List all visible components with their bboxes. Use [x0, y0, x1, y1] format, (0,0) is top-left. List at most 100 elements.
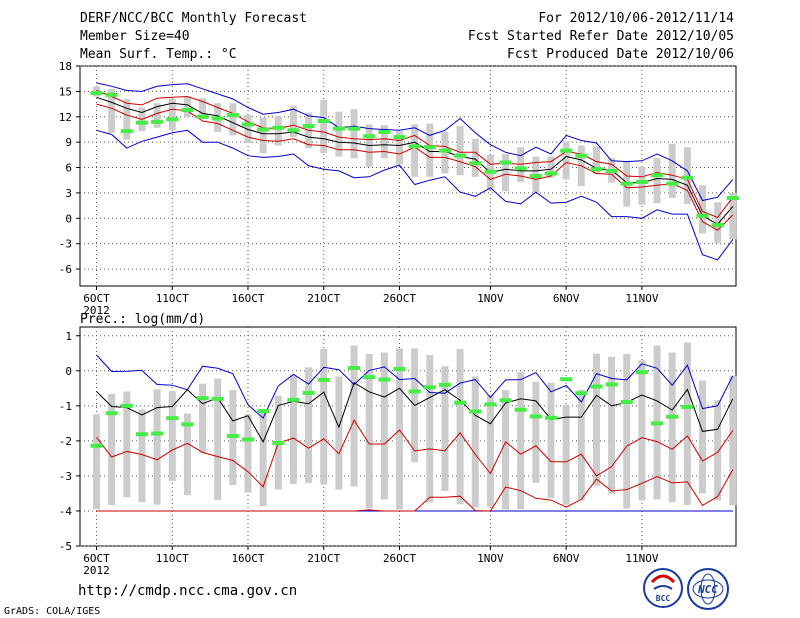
observation-mark — [484, 402, 497, 407]
observation-mark — [166, 416, 179, 421]
observation-mark — [242, 122, 254, 127]
spread-box — [123, 391, 131, 498]
spread-box — [305, 367, 313, 483]
observation-mark — [151, 119, 164, 124]
observation-mark — [408, 389, 421, 394]
observation-mark — [393, 367, 406, 372]
observation-mark — [211, 116, 224, 121]
spread-box — [183, 96, 191, 117]
observation-mark — [620, 181, 633, 186]
x-tick-label: 16OCT — [231, 552, 264, 565]
y-tick-label: 1 — [65, 330, 72, 343]
y-tick-label: 0 — [65, 365, 72, 378]
observation-mark — [666, 181, 679, 186]
x-year-label: 2012 — [83, 564, 110, 577]
x-tick-label: 11NOV — [625, 292, 658, 305]
forecast-period: For 2012/10/06-2012/11/14 — [538, 11, 734, 26]
observation-mark — [135, 432, 148, 437]
x-tick-label: 1NOV — [477, 292, 504, 305]
observation-mark — [423, 145, 436, 150]
y-tick-label: 12 — [59, 111, 72, 124]
spread-box — [699, 185, 706, 234]
spread-box — [289, 375, 297, 484]
observation-mark — [105, 411, 118, 416]
spread-box — [456, 349, 464, 505]
observation-mark — [257, 409, 270, 414]
observation-mark — [469, 161, 482, 166]
observation-mark — [681, 175, 694, 180]
spread-box — [199, 98, 207, 120]
spread-box — [683, 342, 691, 506]
observation-mark — [499, 160, 512, 165]
spread-box — [441, 366, 449, 491]
spread-box — [577, 389, 585, 501]
spread-box — [214, 378, 222, 501]
y-tick-label: -4 — [59, 505, 73, 518]
spread-box — [486, 394, 494, 507]
spread-box — [365, 353, 373, 509]
observation-mark — [560, 148, 573, 153]
forecast-start-date: Fcst Started Refer Date 2012/10/05 — [467, 29, 734, 44]
spread-box — [714, 400, 722, 501]
observation-mark — [363, 134, 376, 139]
observation-mark — [287, 397, 300, 402]
observation-mark — [378, 130, 391, 134]
spread-box — [532, 381, 540, 483]
observation-mark — [711, 223, 724, 228]
observation-mark — [408, 144, 421, 149]
observation-mark — [454, 153, 467, 158]
observation-mark — [302, 124, 315, 129]
spread-box — [153, 103, 161, 128]
footer-url: http://cmdp.ncc.cma.gov.cn — [78, 583, 297, 599]
spread-box — [199, 383, 207, 454]
x-tick-label: 6NOV — [553, 292, 580, 305]
y-tick-label: -1 — [59, 400, 72, 413]
panel-frame — [79, 326, 737, 547]
observation-mark — [348, 126, 361, 131]
x-tick-label: 6OCT — [83, 552, 110, 565]
spread-box — [335, 111, 343, 157]
spread-box — [562, 141, 570, 180]
observation-mark — [287, 128, 300, 133]
member-size: Member Size=40 — [80, 29, 190, 44]
observation-mark — [560, 377, 573, 382]
temperature-panel: 6OCT 11OCT 16OCT 21OCT 26OCT 1NOV 6NOV 11NOV 201… — [59, 60, 739, 317]
observation-mark — [529, 414, 542, 419]
observation-mark — [620, 399, 633, 404]
x-tick-label: 11OCT — [156, 552, 189, 565]
observation-mark — [211, 396, 224, 401]
observation-mark — [438, 148, 451, 153]
spread-box — [653, 158, 661, 204]
observation-mark — [469, 409, 482, 414]
observation-mark — [605, 382, 618, 387]
y-tick-label: 9 — [65, 136, 72, 149]
observation-mark — [438, 382, 451, 387]
observation-mark — [302, 390, 315, 395]
spread-box — [426, 355, 434, 503]
x-tick-label: 6NOV — [553, 552, 580, 565]
spread-box — [108, 393, 116, 506]
observation-mark — [363, 375, 376, 380]
spread-box — [168, 99, 176, 131]
spread-box — [699, 380, 706, 494]
observation-mark — [545, 415, 557, 420]
spread-box — [396, 348, 403, 510]
spread-box — [638, 360, 646, 501]
observation-mark — [257, 127, 270, 132]
observation-mark — [151, 431, 164, 436]
observation-mark — [120, 403, 133, 408]
x-tick-label: 21OCT — [307, 292, 340, 305]
ncc-logo: NCC — [687, 568, 729, 610]
x-tick-label: 6OCT — [83, 292, 110, 305]
observation-mark — [272, 125, 285, 130]
spread-box — [714, 202, 722, 243]
spread-box — [108, 88, 116, 133]
observation-mark — [348, 365, 361, 370]
x-tick-label: 21OCT — [307, 552, 340, 565]
spread-box — [668, 352, 676, 503]
y-tick-label: 6 — [65, 162, 72, 175]
observation-mark — [378, 377, 391, 382]
spread-box — [335, 376, 343, 490]
spread-box — [123, 99, 131, 140]
spread-box — [683, 147, 691, 204]
